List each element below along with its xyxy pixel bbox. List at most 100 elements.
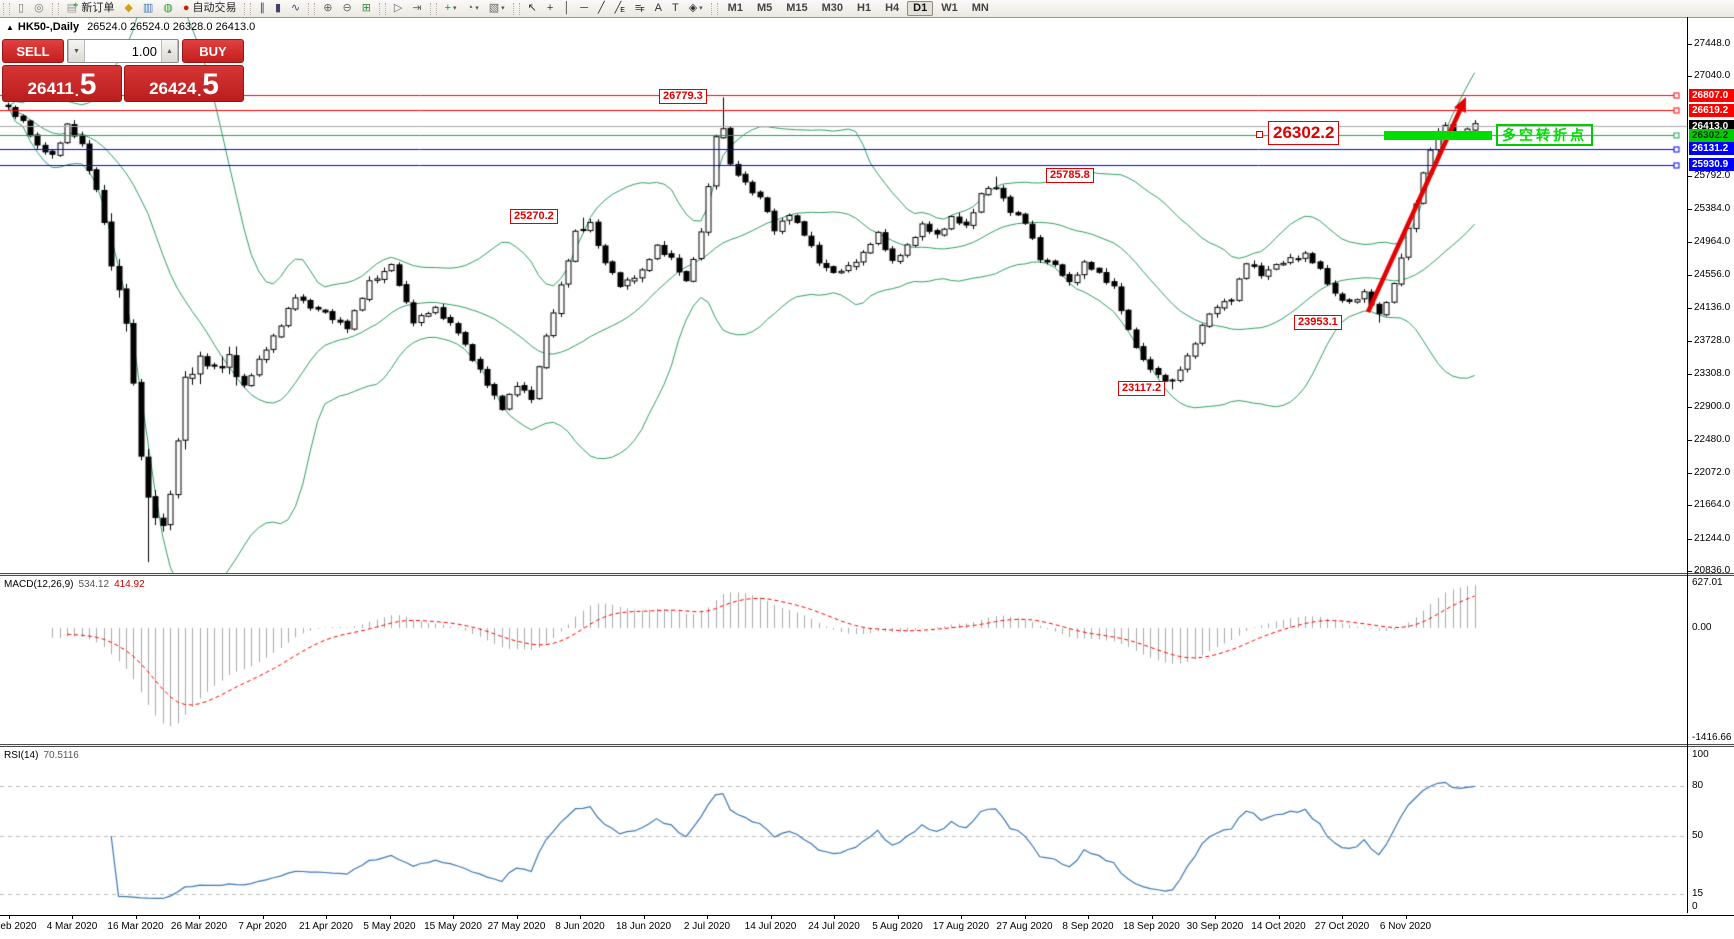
swing-price-label[interactable]: 25785.8	[1046, 168, 1094, 183]
buy-button[interactable]: BUY	[182, 39, 244, 63]
equidistant-channel-icon[interactable]: ╱ E	[611, 1, 629, 16]
axis-tick	[1688, 440, 1692, 441]
axis-tick	[1688, 407, 1692, 408]
timeframe-d1[interactable]: D1	[907, 1, 934, 16]
rsi-tick-label: 100	[1692, 749, 1709, 760]
date-tick	[1342, 916, 1343, 919]
date-label: 2 Jul 2020	[683, 921, 731, 932]
fibonacci-icon[interactable]: ≡ F	[631, 1, 649, 16]
rsi-name: RSI(14)	[4, 750, 39, 761]
rsi-tick-label: 50	[1692, 830, 1704, 841]
highlight-bar[interactable]	[1384, 131, 1492, 140]
sell-price-dot: .	[74, 83, 79, 99]
sell-button[interactable]: SELL	[2, 39, 64, 63]
timeframe-h1[interactable]: H1	[851, 1, 877, 16]
chart-search-icon[interactable]: ◎	[30, 1, 48, 16]
cursor-icon[interactable]: ↖	[524, 1, 541, 16]
text-label-icon[interactable]: T	[668, 1, 683, 16]
timeframe-m5[interactable]: M5	[751, 1, 778, 16]
resistance-price-label[interactable]: 26302.2	[1268, 121, 1340, 145]
volume-input[interactable]	[85, 40, 161, 62]
big-label-anchor[interactable]	[1256, 131, 1263, 138]
date-label: 5 May 2020	[363, 921, 416, 932]
buy-price[interactable]: 26424 . 5	[124, 65, 244, 102]
date-label: 5 Aug 2020	[872, 921, 923, 932]
period-clock-icon[interactable]: ◔ ▾	[463, 1, 483, 16]
new-chart-icon[interactable]: ▯	[14, 1, 28, 16]
price-level-chip: 26302.2	[1689, 128, 1734, 142]
volume-increase-button[interactable]: ▲	[161, 40, 178, 62]
date-axis: 21 Feb 2020 4 Mar 2020 16 Mar 2020 26 Mar 2…	[0, 915, 1734, 939]
crosshair-icon[interactable]: +	[543, 1, 557, 16]
price-tick-label: 24556.0	[1694, 268, 1731, 280]
price-axis-border	[1687, 17, 1688, 913]
date-tick	[453, 916, 454, 919]
new-order-button[interactable]: ▤ + 新订单	[63, 0, 119, 16]
main-chart-canvas[interactable]	[0, 17, 1687, 574]
depth-of-market-icon[interactable]: ◆	[120, 1, 136, 16]
terminal-icon[interactable]: ▥	[139, 1, 157, 16]
timeframe-m15[interactable]: M15	[780, 1, 813, 16]
timeframe-m30[interactable]: M30	[816, 1, 849, 16]
rsi-tick-label: 80	[1692, 780, 1704, 792]
swing-price-label[interactable]: 26779.3	[659, 89, 707, 104]
timeframe-m1[interactable]: M1	[722, 1, 749, 16]
volume-decrease-button[interactable]: ▼	[68, 40, 85, 62]
axis-tick	[1688, 76, 1692, 77]
date-tick	[771, 916, 772, 919]
turning-point-label[interactable]: 多空转折点	[1496, 124, 1593, 146]
date-label: 8 Sep 2020	[1062, 921, 1114, 932]
autotrading-button[interactable]: ● 自动交易	[179, 1, 241, 16]
line-chart-icon[interactable]: ∿	[287, 1, 304, 16]
templates-icon[interactable]: ▧ ▾	[485, 1, 509, 16]
macd-tick-label: 0.00	[1692, 622, 1712, 633]
pane-splitter-rsi[interactable]	[0, 744, 1734, 747]
signals-icon[interactable]: ◍	[159, 1, 177, 16]
price-tick-label: 24964.0	[1694, 236, 1731, 248]
price-tick-label: 27448.0	[1694, 37, 1731, 49]
auto-scroll-icon[interactable]: ▷	[390, 1, 406, 16]
date-label: 16 Mar 2020	[107, 921, 164, 932]
axis-tick	[1688, 505, 1692, 506]
horizontal-line-icon[interactable]: ─	[576, 1, 592, 16]
buy-price-dot: .	[197, 83, 202, 99]
swing-price-label[interactable]: 25270.2	[510, 209, 558, 224]
candlestick-chart-icon[interactable]: ▮	[271, 1, 285, 16]
text-icon[interactable]: A	[651, 1, 666, 16]
timeframe-h4[interactable]: H4	[879, 1, 905, 16]
pane-splitter-macd[interactable]	[0, 573, 1734, 576]
zoom-out-icon[interactable]: ⊖	[338, 1, 355, 16]
price-tick-label: 22900.0	[1694, 400, 1731, 412]
rsi-tick-label: 15	[1692, 888, 1704, 900]
date-tick	[9, 916, 10, 919]
date-label: 26 Mar 2020	[170, 921, 228, 932]
indicators-icon[interactable]: + ▾	[441, 1, 461, 16]
swing-price-label[interactable]: 23117.2	[1118, 381, 1166, 396]
shapes-icon[interactable]: ◈ ▾	[685, 1, 707, 16]
date-label: 7 Apr 2020	[238, 921, 287, 932]
chart-shift-icon[interactable]: ⇥	[408, 1, 425, 16]
date-tick	[1088, 916, 1089, 919]
swing-price-label[interactable]: 23953.1	[1294, 315, 1342, 330]
price-tick-label: 25792.0	[1694, 170, 1731, 181]
rsi-indicator-canvas[interactable]	[0, 747, 1687, 913]
date-tick	[898, 916, 899, 919]
axis-tick	[1688, 341, 1692, 342]
rsi-value: 70.5116	[43, 750, 79, 761]
macd-indicator-canvas[interactable]	[0, 576, 1687, 744]
sell-price-pip: 5	[79, 68, 97, 101]
zoom-in-icon[interactable]: ⊕	[319, 1, 336, 16]
bar-chart-icon[interactable]: ∥	[255, 1, 269, 16]
tile-windows-icon[interactable]: ⊞	[358, 1, 375, 16]
sell-price-main: 26411	[27, 79, 74, 98]
date-tick	[644, 916, 645, 919]
vertical-line-icon[interactable]: │	[559, 1, 574, 16]
volume-spinner: ▼ ▲	[67, 39, 179, 63]
trendline-icon[interactable]: ╱	[594, 1, 609, 16]
rsi-tick-label: 0	[1692, 901, 1698, 912]
timeframe-mn[interactable]: MN	[966, 1, 995, 16]
date-tick	[326, 916, 327, 919]
sell-price[interactable]: 26411 . 5	[2, 65, 122, 102]
axis-tick	[1688, 275, 1692, 276]
timeframe-w1[interactable]: W1	[935, 1, 964, 16]
